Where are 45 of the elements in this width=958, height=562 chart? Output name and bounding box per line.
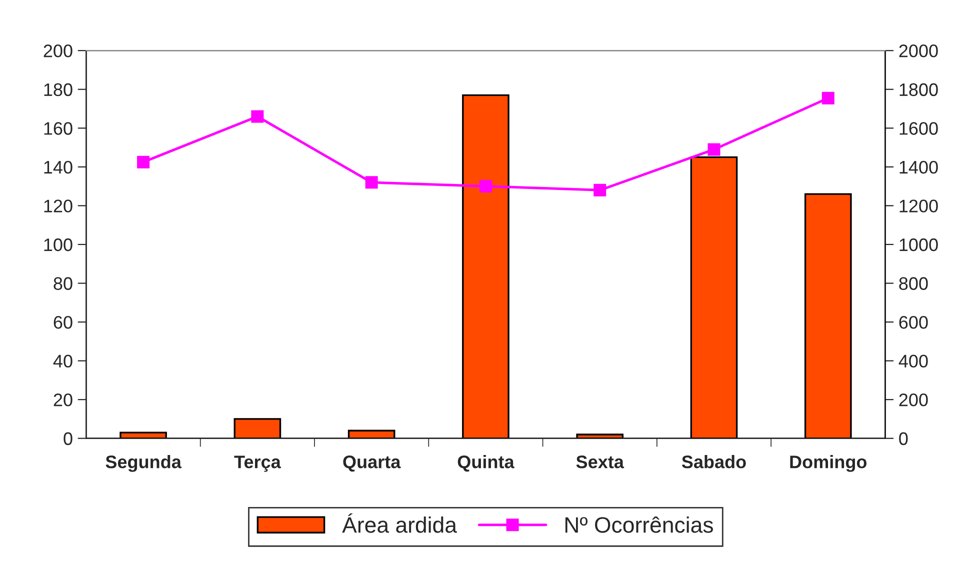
x-tick-label: Segunda: [106, 455, 182, 472]
y-tick-label: 160: [44, 122, 72, 135]
bar: [804, 193, 852, 438]
bar: [120, 432, 167, 438]
y2-tick-label: 400: [898, 354, 928, 368]
point: [822, 92, 834, 104]
x-tick-label: Domingo: [790, 455, 867, 472]
y2-tick-label: 1400: [900, 160, 938, 174]
point: [479, 180, 492, 193]
y2-tick-label: 1000: [900, 238, 938, 252]
bar: [462, 94, 510, 438]
y-tick-label: 60: [54, 316, 72, 329]
x-tick-label: Sabado: [682, 455, 746, 468]
x-tick-label: Quarta: [343, 456, 401, 472]
point: [365, 176, 378, 189]
y-tick-label: 140: [44, 160, 72, 174]
y2-tick-label: 600: [899, 316, 928, 329]
bar: [348, 430, 396, 438]
legend-label: Nº Ocorrências: [565, 516, 713, 533]
y-tick-label: 200: [44, 44, 72, 58]
y2-tick-label: 1800: [900, 83, 938, 96]
point: [594, 184, 606, 196]
bar: [576, 434, 624, 438]
y2-tick-label: 800: [899, 277, 928, 290]
y-tick-label: 0: [64, 432, 72, 446]
y-tick-label: 120: [44, 200, 72, 212]
point: [708, 143, 720, 156]
y2-tick-label: 2000: [899, 44, 938, 58]
x-tick-label: Quinta: [458, 455, 514, 472]
y-tick-label: 20: [54, 394, 72, 406]
y-tick-label: 100: [44, 238, 72, 252]
point: [137, 156, 150, 168]
x-tick-label: Terça: [234, 456, 281, 472]
y2-tick-label: 0: [899, 432, 908, 446]
y2-tick-label: 1600: [900, 122, 938, 135]
y-tick-label: 180: [44, 83, 72, 96]
legend-label: Área ardida: [342, 513, 457, 533]
y-tick-label: 80: [54, 277, 72, 290]
y2-tick-label: 1200: [900, 200, 938, 212]
y-tick-label: 40: [53, 354, 72, 368]
x-tick-label: Sexta: [576, 456, 624, 468]
bar: [690, 156, 738, 438]
y2-tick-label: 200: [899, 394, 928, 406]
point: [251, 110, 264, 123]
bar: [234, 418, 282, 438]
